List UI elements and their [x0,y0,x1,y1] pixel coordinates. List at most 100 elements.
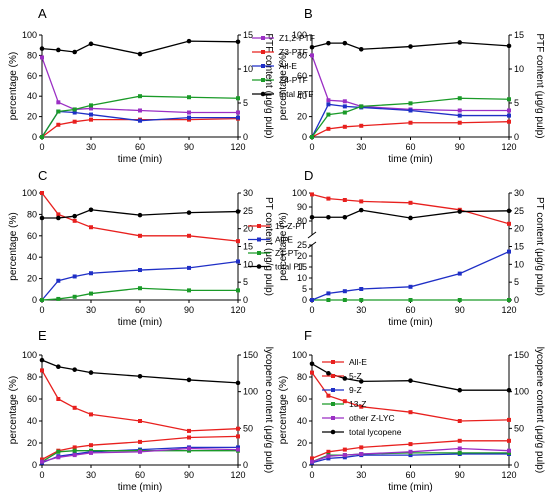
point-Z1,2-PTF [187,110,191,115]
y2-tick-label: 100 [514,387,529,397]
point-total PTF [186,38,192,44]
point-total lycopene [56,364,61,370]
y2-tick-label: 30 [243,188,253,198]
point-Z1,2-PTF [261,36,265,40]
point-All-E [89,412,93,417]
series-total PT [309,207,512,221]
y2-tick-label: 100 [243,387,258,397]
point-total PTF [39,46,45,51]
y2-axis-label: lycopene content (μg/g pulp) [534,347,545,473]
legend-entry: Z1,2-PTF [252,33,315,43]
point-Z1-PT [89,291,93,296]
y2-tick-label: 15 [243,30,253,40]
x-axis-label: time (min) [388,482,432,493]
y-tick-label: 0 [32,460,37,470]
point-Z3-PTF [342,124,347,129]
y-tick-label: 0 [302,295,307,305]
point-total PTF [260,91,266,97]
x-tick-label: 30 [356,305,366,315]
point-All-E [236,426,240,431]
point-5-Z [331,374,335,378]
point-Z3-PTF [507,119,511,124]
y-axis-label: percentage (%) [278,212,289,280]
point-All-E [342,289,347,294]
point-All-E [457,419,462,423]
point-5-Z [187,435,191,440]
point-Z3-PTF [408,120,413,125]
point-other Z-LYC [89,450,93,455]
point-13-Z [187,448,191,453]
x-tick-label: 30 [86,305,96,315]
y2-tick-label: 0 [514,295,519,305]
y-tick-label: 25 [297,240,307,250]
y-tick-label: 60 [27,394,37,404]
y2-tick-label: 15 [514,242,524,252]
legend-entry: All-E [252,61,297,71]
x-tick-label: 90 [184,142,194,152]
point-total PT [137,212,143,218]
point-All-E [187,428,191,433]
point-total lycopene [330,429,336,435]
series-All-E [40,259,240,302]
panel-E: E 0 20 40 60 80 100 0 30 60 90 120 time (min) 0 50 100 1… [8,328,274,493]
y2-tick-label: 150 [243,350,258,360]
y-tick-label: 60 [27,231,37,241]
x-tick-label: 0 [39,142,44,152]
point-Z4-PTF [187,95,191,100]
legend-entry: total PT [248,262,304,272]
point-15-Z-PT [326,196,331,201]
x-tick-label: 30 [86,470,96,480]
y-tick-label: 100 [292,30,307,40]
point-5-Z [72,445,77,450]
legend-label: total lycopene [349,427,402,437]
y-axis-label: percentage (%) [8,52,19,120]
point-Z3-PTF [261,50,265,54]
point-Z1-PT [56,296,61,301]
point-15-Z-PT [507,221,511,226]
y-tick-label: 40 [27,416,37,426]
point-total PTF [457,40,463,45]
x-tick-label: 30 [356,142,366,152]
point-total PT [408,215,413,221]
point-All-E [408,284,413,289]
point-Z1-PT [326,298,331,302]
y-tick-label: 20 [27,112,37,122]
y2-tick-label: 10 [243,64,253,74]
series-line [41,110,238,138]
panel-label: C [38,168,47,183]
point-5-Z [236,434,240,439]
series-15-Z-PT [40,191,240,244]
legend-label: All-E [279,61,297,71]
point-All-E [72,274,77,279]
legend-label: 15-Z-PT [275,221,306,231]
legend-entry: All-E [248,235,293,245]
point-13-Z [457,450,462,455]
y2-tick-label: 15 [243,242,253,252]
y-tick-label: 80 [297,216,307,226]
point-13-Z [331,402,335,406]
point-Z1,2-PTF [326,98,331,103]
point-13-Z [89,448,93,453]
legend-label: Z1,2-PTF [279,33,315,43]
legend-label: All-E [275,235,293,245]
point-5-Z [326,449,331,454]
y-tick-label: 40 [297,416,307,426]
point-total lycopene [186,377,192,383]
point-other Z-LYC [138,449,142,454]
series-other Z-LYC [310,446,511,464]
point-Z3-PTF [56,122,61,127]
y-tick-label: 20 [27,274,37,284]
point-15-Z-PT [56,212,61,217]
y2-tick-label: 0 [243,132,248,142]
point-Z4-PTF [261,78,265,82]
y-axis-label: percentage (%) [8,212,19,280]
y-axis-label: percentage (%) [278,376,289,444]
y2-tick-label: 5 [243,98,248,108]
point-All-E [507,249,511,254]
x-axis-label: time (min) [118,482,162,493]
point-All-E [326,291,331,296]
point-total PT [358,207,364,213]
point-other Z-LYC [310,459,314,464]
point-Z3-PTF [72,119,77,124]
y-tick-label: 60 [297,71,307,81]
